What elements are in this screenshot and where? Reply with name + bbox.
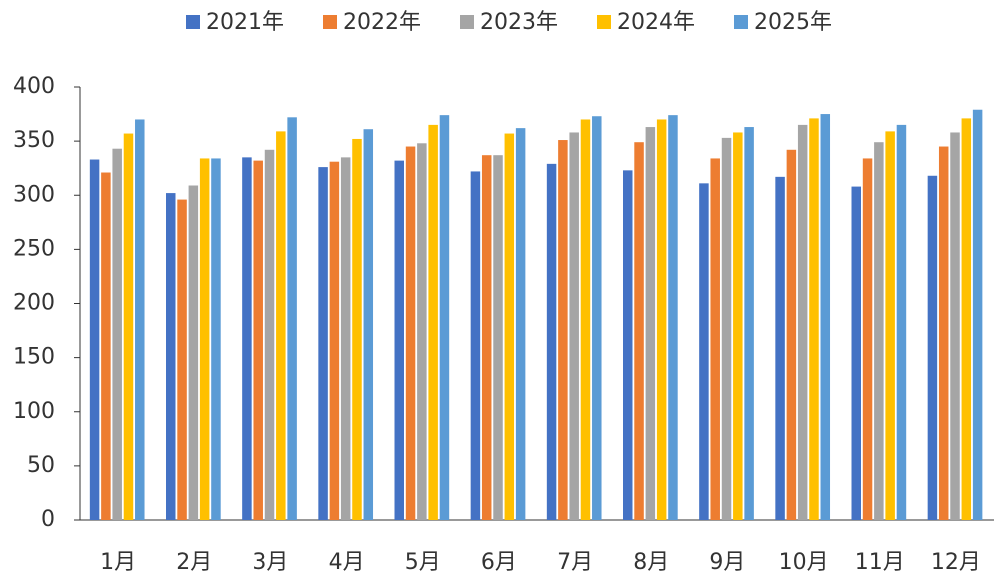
bar	[786, 149, 797, 520]
bar	[733, 132, 743, 520]
bar	[623, 170, 633, 521]
x-tick-label: 3月	[252, 550, 288, 575]
legend-swatch	[734, 15, 748, 29]
bar	[645, 127, 656, 521]
bar	[862, 158, 873, 520]
bar	[439, 115, 450, 521]
bar	[809, 118, 819, 520]
bar	[211, 158, 221, 520]
bar	[112, 148, 122, 520]
bar	[699, 183, 709, 520]
y-tick-label: 100	[13, 399, 55, 424]
bar	[166, 193, 176, 520]
bar	[276, 131, 286, 520]
legend-swatch	[597, 15, 611, 29]
bar	[89, 159, 100, 520]
legend-label: 2022年	[343, 10, 421, 35]
x-tick-label: 12月	[931, 550, 981, 575]
legend-swatch	[460, 15, 474, 29]
bar	[744, 127, 754, 521]
bar	[950, 132, 960, 520]
bar	[340, 157, 351, 521]
legend-swatch	[186, 15, 200, 29]
bar	[721, 137, 732, 520]
bar	[546, 163, 557, 521]
bar	[264, 149, 275, 520]
bar	[199, 158, 210, 520]
y-tick-label: 300	[13, 182, 55, 207]
x-tick-label: 11月	[855, 550, 905, 575]
x-tick-label: 6月	[481, 550, 517, 575]
y-tick-label: 350	[13, 128, 55, 153]
bar	[851, 186, 861, 520]
y-tick-label: 400	[13, 74, 55, 99]
bar	[287, 117, 297, 520]
legend-label: 2024年	[617, 10, 695, 35]
bar	[896, 124, 907, 520]
bar	[961, 118, 972, 520]
bar	[493, 155, 503, 520]
bar	[253, 160, 263, 521]
bar	[329, 161, 340, 520]
bar	[123, 133, 134, 521]
bar	[515, 128, 526, 520]
bar	[668, 115, 678, 521]
x-tick-label: 1月	[100, 550, 136, 575]
bar	[318, 167, 328, 521]
bar	[428, 124, 438, 520]
legend-label: 2023年	[480, 10, 558, 35]
bar	[874, 142, 884, 520]
x-tick-label: 2月	[176, 550, 212, 575]
x-tick-label: 8月	[633, 550, 669, 575]
y-tick-label: 150	[13, 345, 55, 370]
bar	[938, 146, 949, 520]
bar	[972, 109, 983, 521]
y-tick-label: 200	[13, 291, 55, 316]
bar	[177, 199, 187, 520]
y-tick-label: 50	[27, 453, 55, 478]
x-tick-label: 9月	[709, 550, 745, 575]
legend-label: 2021年	[206, 10, 284, 35]
bar	[481, 155, 492, 520]
x-tick-label: 5月	[405, 550, 441, 575]
bar	[504, 133, 515, 521]
bar	[634, 142, 644, 520]
y-tick-label: 0	[41, 507, 55, 532]
bar	[820, 114, 831, 520]
bar	[656, 119, 667, 520]
y-tick-label: 250	[13, 236, 55, 261]
bar	[558, 140, 568, 521]
bar	[188, 185, 199, 520]
x-tick-label: 7月	[557, 550, 593, 575]
bar	[710, 158, 720, 520]
bar	[363, 129, 374, 520]
legend-swatch	[323, 15, 337, 29]
x-tick-label: 10月	[779, 550, 829, 575]
bar	[352, 138, 362, 520]
bar	[775, 176, 785, 520]
bar	[405, 146, 416, 520]
bar	[135, 119, 145, 520]
bar	[394, 160, 404, 521]
legend-label: 2025年	[754, 10, 832, 35]
bar	[417, 143, 427, 521]
bar	[470, 171, 481, 520]
bar	[797, 124, 808, 520]
bar	[885, 131, 895, 520]
bar	[580, 119, 591, 520]
bar	[101, 172, 111, 520]
bar	[569, 132, 579, 520]
x-tick-label: 4月	[329, 550, 365, 575]
bar	[242, 157, 252, 521]
bar	[927, 175, 938, 520]
bar	[592, 116, 602, 520]
